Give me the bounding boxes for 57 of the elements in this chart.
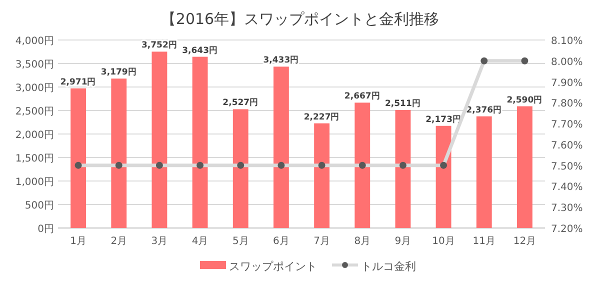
- y-tick-label: 1,500円: [15, 154, 54, 164]
- x-tick-label: 12月: [513, 236, 536, 247]
- legend-label: スワップポイント: [229, 260, 317, 273]
- data-label: 3,433円: [263, 54, 300, 66]
- bar: [395, 110, 411, 228]
- bar: [70, 88, 86, 228]
- x-tick-label: 11月: [472, 236, 496, 247]
- x-tick-label: 8月: [354, 236, 371, 247]
- y-tick-label: 2,000円: [15, 130, 54, 141]
- data-label: 3,179円: [100, 66, 137, 78]
- bar: [273, 66, 289, 228]
- y2-tick-label: 7.20%: [551, 224, 583, 235]
- y-tick-label: 4,000円: [15, 36, 54, 47]
- bar: [476, 116, 492, 228]
- y-tick-label: 0円: [38, 224, 54, 235]
- data-label: 2,376円: [466, 104, 502, 116]
- y-tick-label: 3,500円: [15, 60, 54, 70]
- x-tick-label: 5月: [232, 236, 249, 247]
- bar: [232, 109, 248, 228]
- x-tick-label: 1月: [70, 236, 86, 247]
- y2-tick-label: 7.30%: [551, 203, 583, 214]
- bar: [152, 52, 168, 228]
- y-tick-label: 2,500円: [15, 106, 54, 118]
- x-tick-label: 10月: [432, 236, 455, 247]
- y-tick-label: 1,000円: [15, 177, 54, 188]
- bar: [314, 123, 330, 228]
- y2-tick-label: 7.90%: [551, 78, 583, 89]
- data-label: 2,590円: [506, 94, 543, 106]
- x-tick-label: 3月: [151, 236, 168, 247]
- y2-tick-label: 8.10%: [551, 36, 583, 47]
- y2-tick-label: 7.80%: [551, 98, 583, 110]
- y2-tick-label: 7.50%: [551, 161, 583, 172]
- bar: [436, 126, 452, 228]
- data-label: 3,643円: [182, 44, 218, 56]
- y-tick-label: 3,000円: [15, 83, 54, 94]
- y2-tick-label: 8.00%: [551, 56, 583, 68]
- data-label: 2,971円: [60, 76, 96, 88]
- legend-label: トルコ金利: [361, 260, 416, 273]
- data-label: 2,667円: [344, 90, 380, 102]
- chart-title: 【2016年】スワップポイントと金利推移: [160, 10, 440, 28]
- bar: [192, 56, 208, 228]
- data-label: 2,527円: [222, 97, 259, 108]
- data-label: 3,752円: [142, 40, 178, 51]
- x-tick-label: 7月: [314, 236, 330, 247]
- y2-tick-label: 7.40%: [551, 182, 583, 194]
- bar: [354, 102, 370, 228]
- y2-tick-label: 7.70%: [551, 120, 583, 131]
- bar: [516, 106, 532, 228]
- bar: [111, 78, 127, 228]
- y-tick-label: 500円: [24, 200, 54, 212]
- x-tick-label: 2月: [110, 236, 128, 247]
- data-label: 2,511円: [385, 98, 421, 109]
- x-tick-label: 6月: [273, 236, 290, 247]
- y2-tick-label: 7.60%: [551, 140, 583, 152]
- data-label: 2,227円: [304, 111, 340, 122]
- x-tick-label: 9月: [394, 236, 412, 247]
- x-tick-label: 4月: [192, 236, 208, 247]
